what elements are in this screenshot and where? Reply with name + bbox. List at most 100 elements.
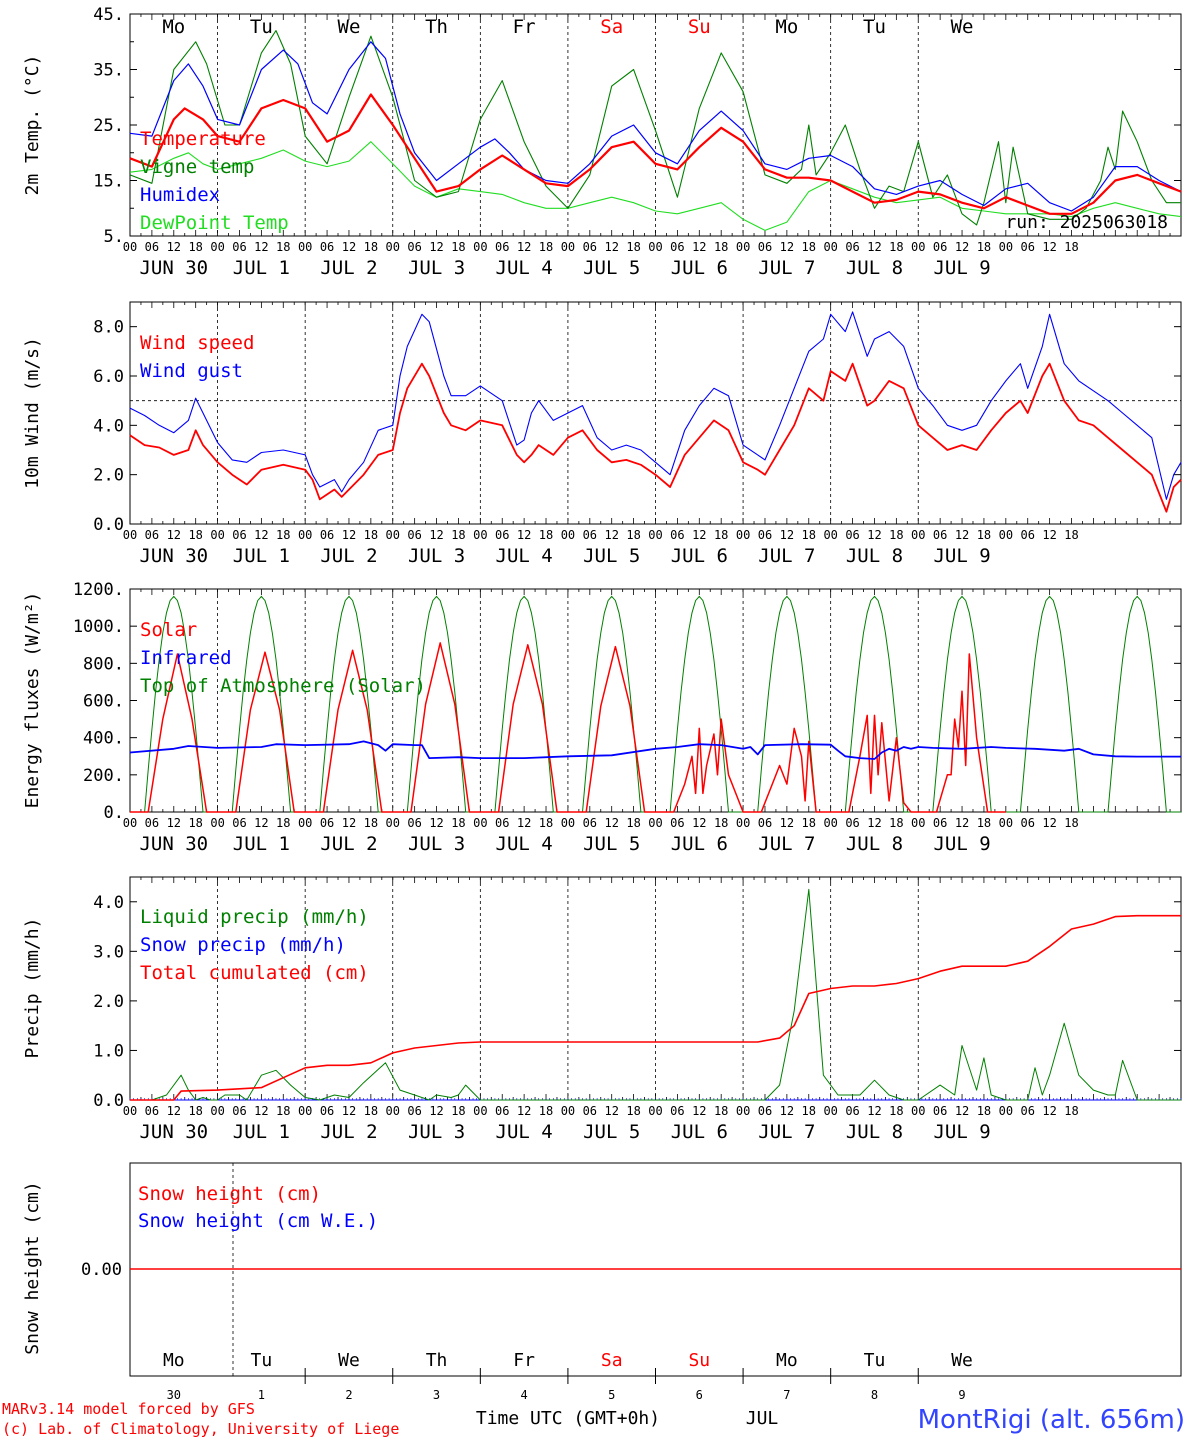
day-date-label: JUL 6: [671, 257, 728, 279]
day-date-label: JUL 4: [496, 1121, 553, 1143]
day-date-label: JUL 1: [233, 1121, 290, 1143]
day-date-label: JUL 4: [496, 545, 553, 567]
x-tick-label: 12: [692, 528, 706, 542]
x-tick-label: 18: [188, 1104, 202, 1118]
x-tick-label: 06: [407, 1104, 421, 1118]
date-label: 5: [608, 1388, 615, 1402]
y-tick-label: 0.: [104, 803, 124, 823]
x-tick-label: 12: [167, 528, 181, 542]
x-tick-label: 12: [167, 1104, 181, 1118]
x-tick-label: 00: [473, 816, 487, 830]
x-tick-label: 00: [210, 1104, 224, 1118]
weekday-label: Tu: [864, 1350, 886, 1371]
date-label: 4: [521, 1388, 528, 1402]
x-tick-label: 12: [1042, 1104, 1056, 1118]
day-date-label: JUL 2: [320, 833, 377, 855]
x-tick-label: 12: [254, 240, 268, 254]
x-tick-label: 18: [451, 528, 465, 542]
day-date-label: JUL 3: [408, 545, 465, 567]
x-tick-label: 00: [386, 528, 400, 542]
legend-entry: Snow height (cm W.E.): [138, 1210, 378, 1232]
date-label: 2: [345, 1388, 352, 1402]
x-tick-label: 06: [758, 528, 772, 542]
precip-panel: 0.0 1.0 2.0 3.0 4.0 Precip (mm/h) Liquid preci…: [22, 876, 1182, 1143]
day-date-label: JUN 30: [139, 1121, 208, 1143]
x-tick-label: 00: [911, 240, 925, 254]
x-tick-label: 00: [386, 816, 400, 830]
x-tick-label: 12: [604, 1104, 618, 1118]
x-tick-label: 06: [145, 240, 159, 254]
x-tick-label: 12: [167, 816, 181, 830]
x-tick-label: 18: [1064, 528, 1078, 542]
x-tick-label: 00: [911, 816, 925, 830]
x-tick-label: 06: [933, 1104, 947, 1118]
y-tick-label: 3.0: [93, 942, 124, 962]
day-date-label: JUL 8: [846, 833, 903, 855]
x-tick-label: 18: [626, 1104, 640, 1118]
x-tick-label: 12: [429, 240, 443, 254]
x-tick-label: 18: [276, 816, 290, 830]
weekday-label: Mo: [776, 1350, 798, 1371]
x-tick-label: 18: [539, 1104, 553, 1118]
legend-entry: Temperature: [140, 128, 266, 150]
y-tick-label: 4.0: [93, 416, 124, 436]
x-tick-label: 18: [802, 1104, 816, 1118]
date-label: 7: [783, 1388, 790, 1402]
weekday-label: Tu: [863, 16, 886, 38]
series-line: [129, 93, 1182, 215]
weekday-label: Su: [688, 16, 711, 38]
y-tick-label: 600.: [83, 692, 124, 712]
x-tick-label: 06: [933, 816, 947, 830]
x-tick-label: 06: [845, 816, 859, 830]
x-tick-label: 18: [714, 528, 728, 542]
day-date-label: JUL 7: [758, 1121, 815, 1143]
x-tick-label: 12: [429, 1104, 443, 1118]
x-tick-label: 00: [386, 240, 400, 254]
legend-entry: Snow precip (mm/h): [140, 934, 346, 956]
date-label: 8: [871, 1388, 878, 1402]
x-tick-label: 00: [823, 1104, 837, 1118]
x-tick-label: 18: [977, 240, 991, 254]
time-axis-label: Time UTC (GMT+0h): [476, 1408, 660, 1429]
day-date-label: JUL 2: [320, 1121, 377, 1143]
weekday-label: Fr: [513, 1350, 535, 1371]
x-tick-label: 06: [1021, 816, 1035, 830]
x-tick-label: 00: [298, 240, 312, 254]
series-line: [129, 311, 1182, 500]
x-tick-label: 18: [802, 816, 816, 830]
x-tick-label: 18: [714, 240, 728, 254]
x-tick-label: 00: [386, 1104, 400, 1118]
x-tick-label: 18: [539, 528, 553, 542]
weekday-label: Su: [688, 1350, 710, 1371]
x-tick-label: 00: [648, 1104, 662, 1118]
snow-axis-title: Snow height (cm): [22, 1181, 43, 1354]
day-date-label: JUL 3: [408, 257, 465, 279]
x-tick-label: 12: [780, 528, 794, 542]
y-tick-label: 15.: [93, 172, 124, 192]
x-tick-label: 06: [232, 240, 246, 254]
weekday-label: Tu: [251, 1350, 273, 1371]
legend-entry: Humidex: [140, 184, 220, 206]
wind-axis-title: 10m Wind (m/s): [22, 337, 43, 489]
station-label: MontRigi (alt. 656m): [918, 1405, 1185, 1435]
y-tick-label: 35.: [93, 61, 124, 81]
x-tick-label: 18: [714, 1104, 728, 1118]
x-tick-label: 18: [1064, 1104, 1078, 1118]
day-date-label: JUL 4: [496, 257, 553, 279]
x-tick-label: 06: [320, 1104, 334, 1118]
x-tick-label: 00: [473, 528, 487, 542]
x-tick-label: 18: [626, 240, 640, 254]
x-tick-label: 18: [364, 816, 378, 830]
x-tick-label: 12: [517, 528, 531, 542]
y-tick-label: 0.00: [81, 1260, 122, 1280]
x-tick-label: 00: [123, 240, 137, 254]
wind-panel: 0.0 2.0 4.0 6.0 8.0 10m Wind (m/s) Wind speed W…: [22, 301, 1182, 567]
x-tick-label: 00: [473, 1104, 487, 1118]
day-date-label: JUL 1: [233, 257, 290, 279]
x-tick-label: 18: [626, 528, 640, 542]
x-tick-label: 12: [1042, 240, 1056, 254]
x-tick-label: 06: [933, 240, 947, 254]
x-tick-label: 06: [407, 240, 421, 254]
x-tick-label: 00: [298, 816, 312, 830]
x-tick-label: 00: [210, 528, 224, 542]
